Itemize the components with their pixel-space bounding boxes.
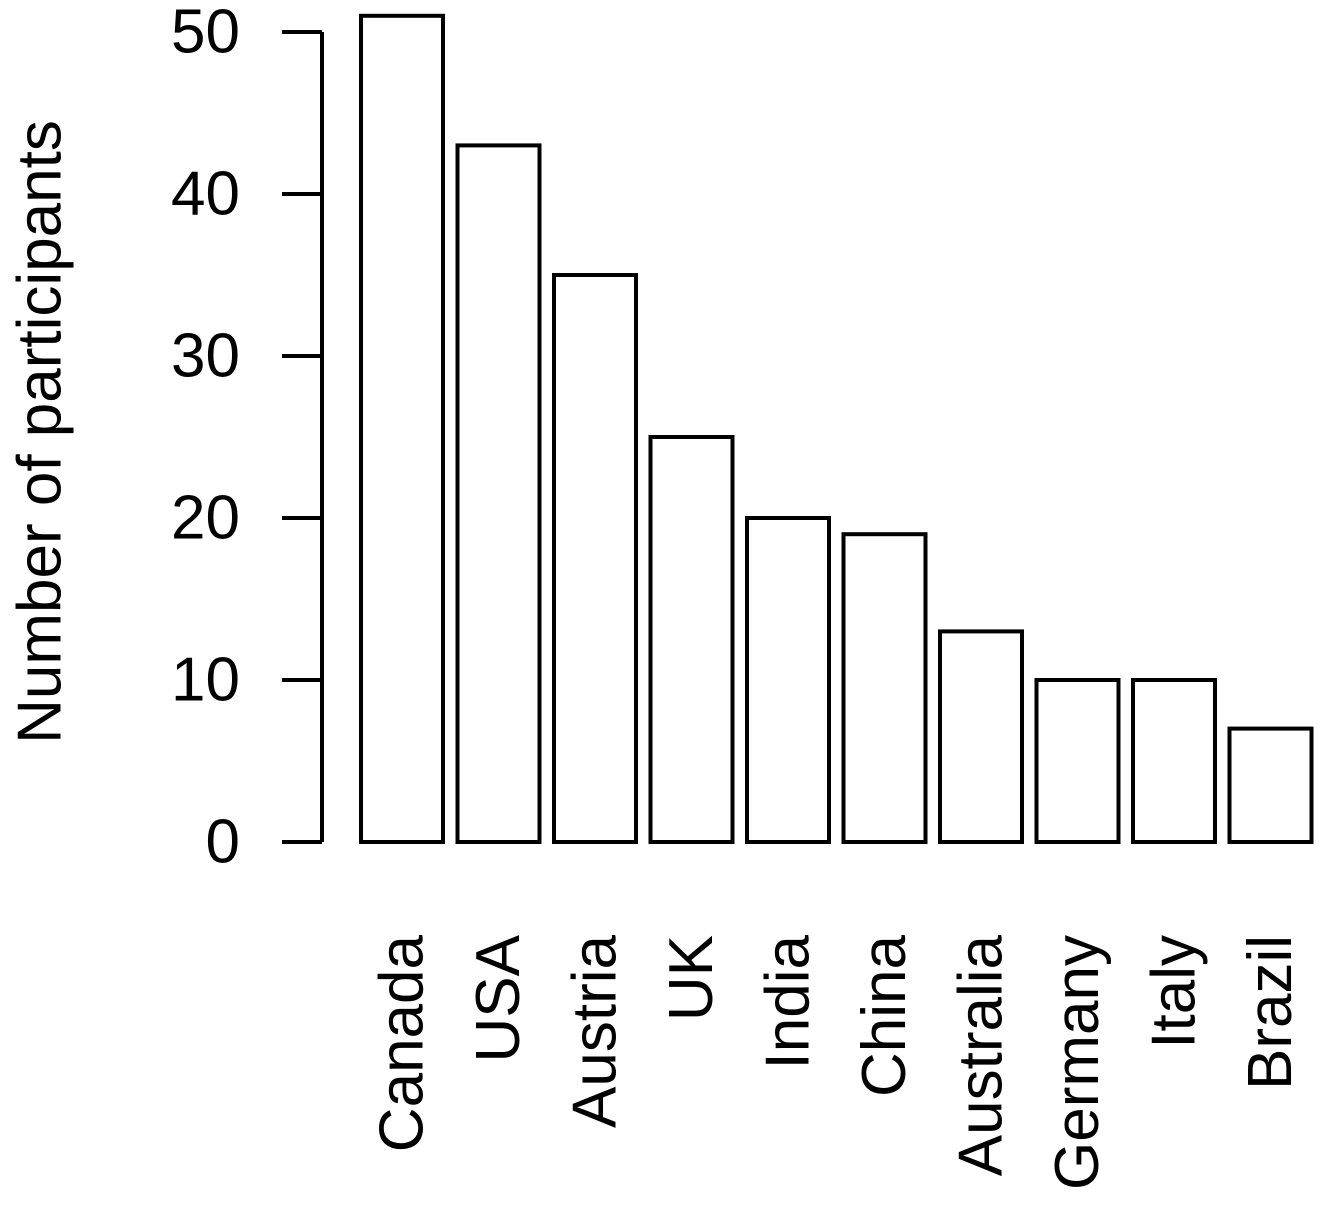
bar-austria — [552, 273, 638, 844]
y-axis-title: Number of participants — [6, 120, 75, 744]
bar-india — [745, 516, 831, 844]
bar-canada — [359, 13, 445, 845]
bar-china — [841, 532, 928, 844]
x-category-label: Italy — [1140, 935, 1209, 1049]
bar-italy — [1131, 678, 1217, 844]
x-axis-labels: Canada USA Austria UK India China Australia Ger… — [368, 934, 1306, 1190]
x-category-label: UK — [657, 935, 726, 1021]
x-category-label: Australia — [947, 934, 1016, 1176]
x-category-label: Canada — [368, 934, 437, 1152]
y-tick-label: 0 — [206, 808, 240, 877]
bar-australia — [938, 629, 1024, 845]
x-category-label: Austria — [561, 934, 630, 1127]
y-tick-label: 40 — [171, 160, 240, 229]
bar-germany — [1034, 678, 1121, 844]
y-axis: 0 10 20 30 40 50 — [171, 0, 324, 877]
y-tick-label: 10 — [171, 646, 240, 715]
y-tick-label: 20 — [171, 484, 240, 553]
bar-brazil — [1227, 726, 1314, 844]
y-tick-label: 50 — [171, 0, 240, 67]
x-category-label: Germany — [1043, 935, 1112, 1190]
x-category-label: USA — [464, 934, 533, 1062]
x-category-label: Brazil — [1236, 935, 1305, 1090]
x-category-label: China — [850, 934, 919, 1097]
y-tick-label: 30 — [171, 322, 240, 391]
x-category-label: India — [754, 934, 823, 1069]
bar-uk — [648, 435, 735, 844]
bars-group — [359, 13, 1314, 845]
bar-usa — [455, 143, 542, 844]
